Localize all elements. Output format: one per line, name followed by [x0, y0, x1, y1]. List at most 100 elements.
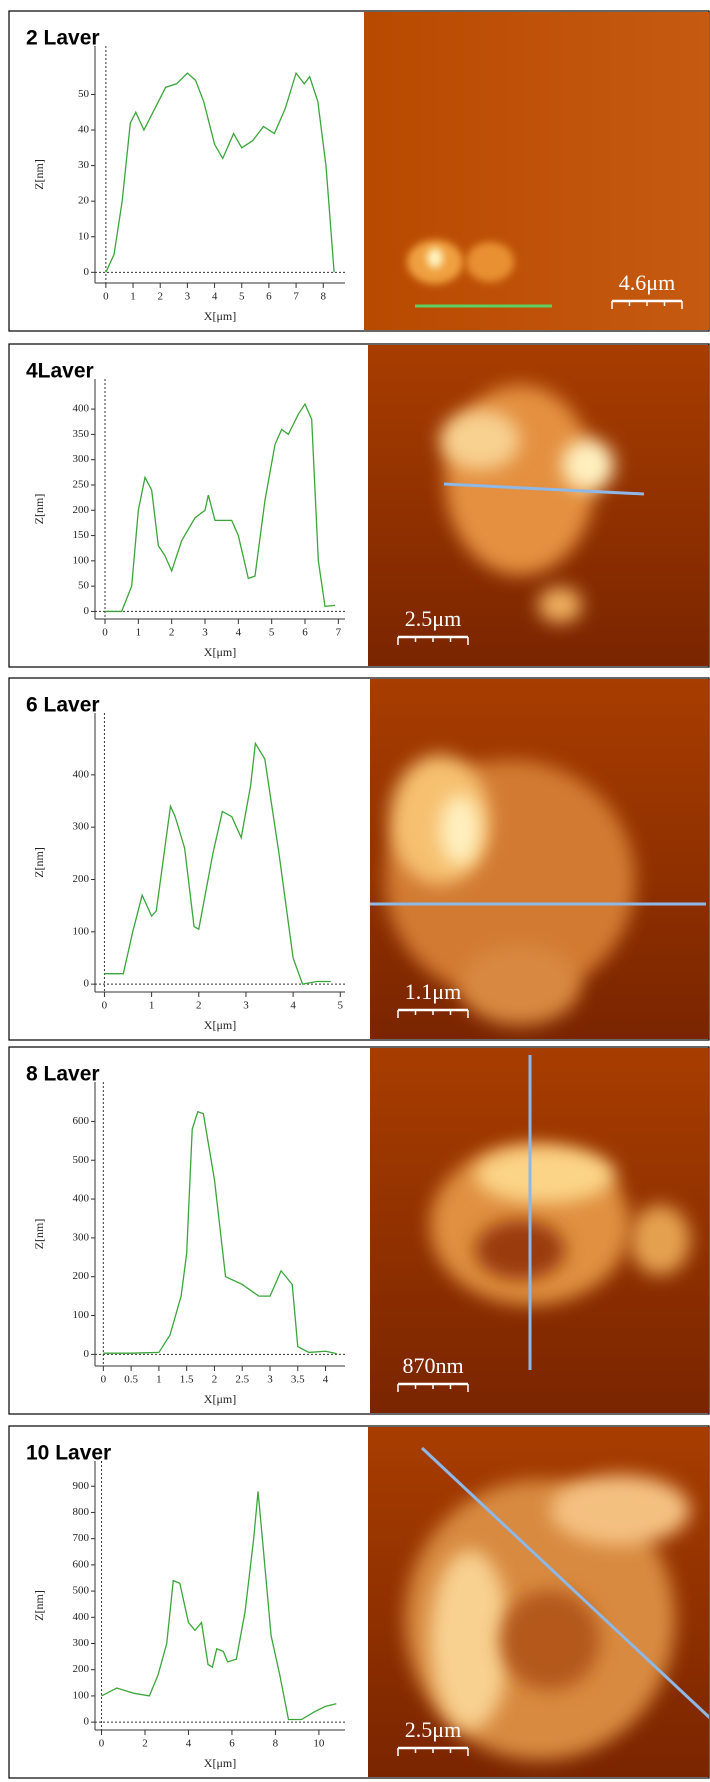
y-tick-label: 0 [84, 1716, 90, 1728]
scale-bar-label: 2.5μm [405, 606, 461, 631]
afm-blob [475, 1147, 615, 1203]
y-tick-label: 400 [73, 1611, 90, 1623]
y-axis-label: Z[nm] [32, 1219, 46, 1250]
y-tick-label: 300 [73, 453, 90, 465]
profile-curve [105, 402, 336, 613]
x-tick-label: 0 [102, 1000, 108, 1012]
afm-features [440, 385, 645, 623]
y-tick-label: 100 [73, 925, 90, 937]
y-tick-label: 300 [73, 1637, 90, 1649]
afm-features [407, 240, 552, 308]
afm-blob [460, 945, 580, 1025]
x-tick-label: 3.5 [291, 1374, 305, 1386]
x-axis-label: X[μm] [204, 645, 236, 659]
x-tick-label: 4 [236, 627, 242, 639]
x-tick-label: 0.5 [124, 1374, 138, 1386]
y-tick-label: 300 [73, 821, 90, 833]
profile-curve [105, 71, 335, 273]
y-tick-label: 600 [73, 1558, 90, 1570]
y-axis-label: Z[nm] [32, 1590, 46, 1621]
afm-blob [427, 248, 443, 268]
x-tick-label: 4 [186, 1738, 192, 1750]
x-tick-label: 8 [273, 1738, 279, 1750]
x-tick-label: 10 [313, 1738, 325, 1750]
scale-bar-label: 4.6μm [619, 270, 675, 295]
x-tick-label: 3 [185, 291, 191, 303]
afm-blob [562, 439, 614, 491]
x-tick-label: 2 [157, 291, 163, 303]
panel-title: 10 Laver [26, 1442, 111, 1465]
y-tick-label: 500 [73, 1154, 90, 1166]
x-tick-label: 2.5 [235, 1374, 249, 1386]
y-tick-label: 50 [78, 88, 90, 100]
x-axis-label: X[μm] [204, 1392, 236, 1406]
afm-blob [550, 1475, 690, 1545]
y-tick-label: 40 [78, 124, 90, 136]
y-tick-label: 500 [73, 1585, 90, 1597]
x-tick-label: 0 [103, 291, 109, 303]
x-tick-label: 3 [243, 1000, 249, 1012]
y-tick-label: 0 [84, 978, 90, 990]
x-tick-label: 0 [101, 1374, 107, 1386]
y-tick-label: 600 [73, 1115, 90, 1127]
y-tick-label: 300 [73, 1231, 90, 1243]
panel-title: 6 Laver [26, 694, 100, 717]
x-tick-label: 3 [202, 627, 208, 639]
afm-blob [466, 242, 514, 282]
x-axis-label: X[μm] [204, 1018, 236, 1032]
x-tick-label: 4 [323, 1374, 329, 1386]
x-axis-label: X[μm] [204, 1756, 236, 1770]
y-tick-label: 0 [84, 266, 90, 278]
x-tick-label: 2 [169, 627, 175, 639]
x-tick-label: 1 [156, 1374, 162, 1386]
y-tick-label: 400 [73, 768, 90, 780]
x-tick-label: 7 [336, 627, 342, 639]
profile-line [420, 1446, 709, 1720]
x-tick-label: 8 [321, 291, 327, 303]
x-tick-label: 4 [212, 291, 218, 303]
afm-features [405, 1446, 709, 1760]
y-tick-label: 100 [73, 1689, 90, 1701]
y-tick-label: 100 [73, 554, 90, 566]
scale-bar-label: 1.1μm [405, 979, 461, 1004]
afm-blob [430, 1550, 510, 1730]
y-tick-label: 0 [84, 1348, 90, 1360]
x-tick-label: 1 [149, 1000, 155, 1012]
y-tick-label: 350 [73, 428, 90, 440]
y-tick-label: 200 [73, 504, 90, 516]
y-tick-label: 50 [78, 580, 90, 592]
x-tick-label: 5 [269, 627, 275, 639]
y-tick-label: 250 [73, 479, 90, 491]
x-axis-label: X[μm] [204, 309, 236, 323]
y-axis-label: Z[nm] [32, 847, 46, 878]
scale-bar-label: 2.5μm [405, 1717, 461, 1742]
x-tick-label: 2 [142, 1738, 148, 1750]
x-tick-label: 2 [212, 1374, 218, 1386]
y-tick-label: 200 [73, 873, 90, 885]
y-tick-label: 20 [78, 195, 90, 207]
y-tick-label: 0 [84, 605, 90, 617]
y-tick-label: 100 [73, 1309, 90, 1321]
x-tick-label: 0 [102, 627, 108, 639]
x-tick-label: 2 [196, 1000, 202, 1012]
afm-blob [475, 1220, 565, 1280]
profile-curve [103, 1110, 337, 1355]
y-tick-label: 700 [73, 1532, 90, 1544]
panel-title: 4Laver [26, 360, 94, 383]
afm-features [430, 1055, 690, 1370]
x-tick-label: 1.5 [180, 1374, 194, 1386]
panel-title: 2 Laver [26, 27, 100, 50]
y-tick-label: 30 [78, 159, 90, 171]
x-tick-label: 1 [130, 291, 136, 303]
afm-blob [630, 1205, 690, 1275]
y-axis-label: Z[nm] [32, 494, 46, 525]
x-tick-label: 6 [229, 1738, 235, 1750]
profile-curve [104, 741, 331, 985]
profile-line [443, 482, 645, 496]
x-tick-label: 5 [239, 291, 245, 303]
x-tick-label: 1 [136, 627, 142, 639]
x-tick-label: 4 [290, 1000, 296, 1012]
x-tick-label: 5 [338, 1000, 344, 1012]
panel-title: 8 Laver [26, 1063, 100, 1086]
